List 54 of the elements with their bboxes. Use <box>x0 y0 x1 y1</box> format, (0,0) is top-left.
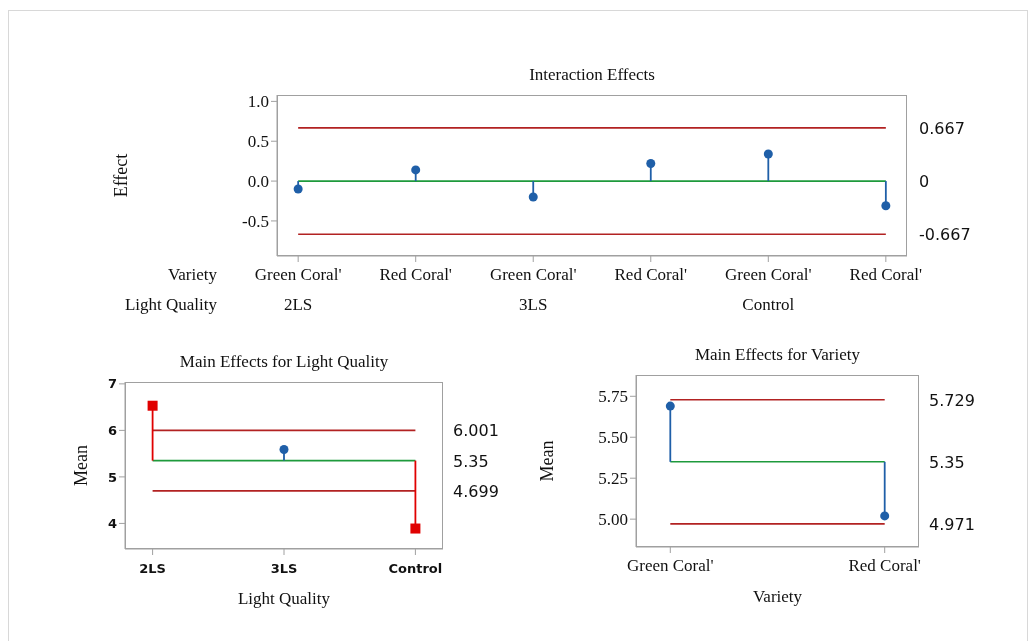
point <box>147 400 158 411</box>
x-tick-label: Green Coral' <box>254 265 342 284</box>
point <box>763 149 773 159</box>
y-axis-title: Effect <box>111 153 131 198</box>
x-tick-label: Red Coral' <box>849 265 923 284</box>
ref-line-label: 5.35 <box>929 452 965 472</box>
text: Light Quality <box>124 295 218 314</box>
y-tick-label: 5 <box>107 469 117 485</box>
text: Control <box>742 295 795 314</box>
ref-line-label: 0.667 <box>919 118 965 138</box>
point <box>411 165 421 175</box>
y-tick-label: 5.50 <box>598 428 628 448</box>
y-axis-title: Mean <box>537 440 557 482</box>
x-tick-label: Red Coral' <box>614 265 687 284</box>
text: 2LS <box>283 295 313 314</box>
y-tick-label: -0.5 <box>242 211 269 231</box>
x-tick-label: Red Coral' <box>379 265 452 284</box>
text: 3LS <box>519 295 548 314</box>
x-tick-label: Red Coral' <box>848 556 921 575</box>
x-tick-label: Green Coral' <box>489 265 577 284</box>
x-tick-label: 3LS <box>270 561 298 576</box>
y-tick-label: 6 <box>107 422 117 438</box>
chart-title: Main Effects for Variety <box>693 345 862 365</box>
y-tick-label: 7 <box>107 376 117 392</box>
text: Variety <box>167 265 218 284</box>
ref-line-label: 0 <box>919 172 930 192</box>
point <box>646 159 656 169</box>
y-axis-title: Mean <box>71 445 91 486</box>
x-tick-label: 2LS <box>139 561 166 576</box>
point <box>293 184 303 194</box>
chart-title: Interaction Effects <box>528 65 656 85</box>
x-tick-label: Control <box>388 561 443 576</box>
y-tick-label: 5.75 <box>598 387 628 407</box>
ref-line-label: 5.729 <box>929 390 975 410</box>
ref-line-label: 5.35 <box>453 451 489 471</box>
point <box>279 444 289 454</box>
y-tick-label: 1.0 <box>247 92 269 112</box>
y-tick-label: 0.5 <box>247 132 269 152</box>
x-tick-label: Green Coral' <box>626 556 714 575</box>
chart-title: Main Effects for Light Quality <box>178 352 390 372</box>
y-tick-label: 4 <box>107 516 117 532</box>
y-tick-label: 5.00 <box>598 510 628 530</box>
x-axis-title: Variety <box>752 587 803 606</box>
ref-line-label: -0.667 <box>919 225 971 245</box>
point <box>528 192 538 202</box>
ref-line-label: 4.699 <box>453 481 499 501</box>
x-tick-label: Green Coral' <box>724 265 812 284</box>
x-axis-title: Light Quality <box>237 589 331 608</box>
point <box>881 201 891 211</box>
ref-line-label: 6.001 <box>453 421 499 441</box>
y-tick-label: 0.0 <box>247 172 269 192</box>
ref-line-label: 4.971 <box>929 514 975 534</box>
y-tick-label: 5.25 <box>598 469 628 489</box>
point <box>410 523 421 534</box>
